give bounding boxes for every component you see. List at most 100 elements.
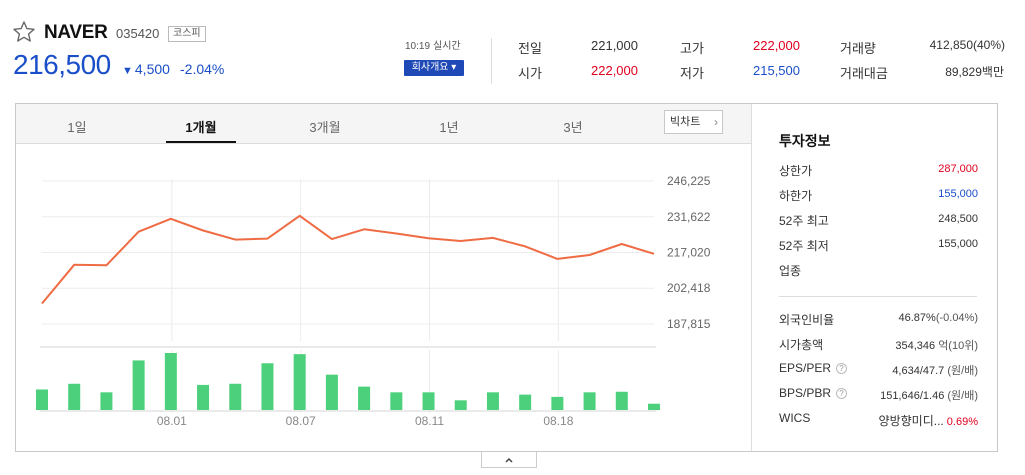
market-cap-value: 354,346 억(10위) (895, 337, 978, 353)
tab-1day[interactable]: 1일 (67, 120, 87, 135)
help-icon[interactable]: ? (836, 388, 848, 399)
foreign-ratio: 46.87% (898, 312, 936, 324)
volume-bar (36, 389, 48, 410)
volume-bar (132, 360, 145, 410)
foreign-ratio-label: 외국인비율 (779, 313, 835, 327)
wics-value: 양방향미디... 0.69% (879, 412, 978, 429)
market-badge: 코스피 (168, 26, 206, 42)
volume-bar (325, 374, 338, 410)
upper-limit-label: 상한가 (779, 164, 813, 178)
volume-bar (454, 400, 467, 410)
y-tick-label: 187,815 (667, 317, 711, 331)
stock-name: NAVER (44, 22, 108, 43)
x-tick-label: 08.07 (286, 414, 316, 428)
market-cap: 354,346 (895, 340, 936, 352)
market-cap-unit: 억(10위) (938, 340, 978, 352)
eps-per-value: 4,634/47.7 (원/배) (892, 362, 978, 378)
volume-bar (164, 353, 177, 410)
wics-sector[interactable]: 양방향미디... (878, 414, 944, 428)
open-label: 시가 (518, 66, 542, 81)
volume-bar (261, 363, 274, 410)
tab-3month[interactable]: 3개월 (309, 120, 341, 135)
collapse-toggle[interactable] (481, 452, 537, 468)
period-tabs (16, 104, 751, 144)
prev-close-label: 전일 (518, 41, 542, 56)
favorite-star-icon[interactable] (12, 20, 36, 44)
bps-pbr-value: 151,646/1.46 (원/배) (880, 387, 978, 403)
info-divider (779, 296, 977, 297)
52w-low-value: 155,000 (938, 238, 978, 250)
realtime-time: 10:19 실시간 (405, 37, 461, 52)
y-tick-label: 202,418 (667, 281, 711, 295)
chevron-up-icon (505, 457, 513, 463)
lower-limit-value: 155,000 (938, 188, 978, 200)
big-chart-label: 빅차트 (670, 116, 701, 128)
y-tick-label: 217,020 (667, 246, 711, 260)
wics-label: WICS (779, 411, 811, 425)
chart-panel (15, 103, 998, 452)
volume-bar (100, 392, 113, 410)
volume-bar (358, 386, 371, 410)
tab-1year[interactable]: 1년 (439, 120, 459, 135)
amount-value: 89,829백만 (945, 65, 1004, 79)
eps-per-unit: (원/배) (947, 365, 978, 377)
bps-pbr-unit: (원/배) (947, 390, 978, 402)
upper-limit-value: 287,000 (938, 163, 978, 175)
y-tick-label: 246,225 (667, 174, 711, 188)
change-rate: -2.04% (180, 61, 225, 77)
foreign-ratio-change: (-0.04%) (935, 312, 978, 324)
52w-low-label: 52주 최저 (779, 239, 829, 253)
change-value: 4,500 (134, 61, 170, 77)
low-label: 저가 (680, 66, 704, 81)
high-label: 고가 (680, 41, 704, 56)
stock-code: 035420 (116, 26, 160, 41)
x-tick-label: 08.11 (415, 414, 444, 428)
tab-3year[interactable]: 3년 (563, 120, 583, 135)
chevron-right-icon: › (714, 115, 718, 129)
investment-info-title: 투자정보 (779, 133, 831, 149)
volume-bar (551, 396, 564, 410)
volume-bar (486, 392, 499, 410)
panel-divider (751, 104, 752, 451)
eps-per: 4,634/47.7 (892, 365, 945, 377)
time-value: 10:19 (405, 41, 431, 52)
bps-pbr-text: BPS/PBR (779, 386, 832, 400)
volume-bar (519, 394, 532, 410)
big-chart-button[interactable]: 빅차트 › (664, 110, 723, 134)
wics-rate: 0.69% (946, 416, 978, 428)
52w-high-label: 52주 최고 (779, 214, 829, 228)
current-price: 216,500 (13, 49, 111, 80)
52w-high-value: 248,500 (938, 213, 978, 225)
active-tab-indicator (166, 141, 236, 143)
volume-bar (648, 403, 660, 410)
eps-per-label: EPS/PER? (779, 361, 848, 375)
lower-limit-label: 하한가 (779, 189, 813, 203)
bps-pbr-label: BPS/PBR? (779, 386, 848, 400)
volume-label: 거래량 (840, 41, 876, 56)
volume-bar (615, 391, 628, 410)
help-icon[interactable]: ? (836, 363, 848, 374)
tab-1month[interactable]: 1개월 (185, 120, 217, 135)
divider (491, 38, 492, 84)
open-value: 222,000 (591, 63, 638, 78)
volume-bar (68, 383, 81, 410)
volume-bar (229, 383, 242, 410)
volume-bar (390, 392, 403, 410)
eps-per-text: EPS/PER (779, 361, 832, 375)
foreign-ratio-value: 46.87%(-0.04%) (899, 312, 979, 324)
price-change: ▼ 4,500 (122, 61, 170, 77)
realtime-label: 실시간 (433, 41, 461, 52)
low-value: 215,500 (753, 63, 800, 78)
market-cap-label: 시가총액 (779, 338, 824, 352)
sector-label: 업종 (779, 264, 802, 278)
prev-close-value: 221,000 (591, 38, 638, 53)
volume-bar (422, 392, 435, 410)
amount-label: 거래대금 (840, 66, 888, 81)
price-chart: 246,225 231,622 217,020 202,418 187,815 08.01… (36, 174, 711, 428)
high-value: 222,000 (753, 38, 800, 53)
company-overview-button[interactable]: 회사개요 ▾ (404, 60, 464, 76)
volume-bar (197, 384, 210, 410)
x-tick-label: 08.01 (157, 414, 187, 428)
volume-bar (583, 392, 596, 410)
y-tick-label: 231,622 (667, 210, 711, 224)
